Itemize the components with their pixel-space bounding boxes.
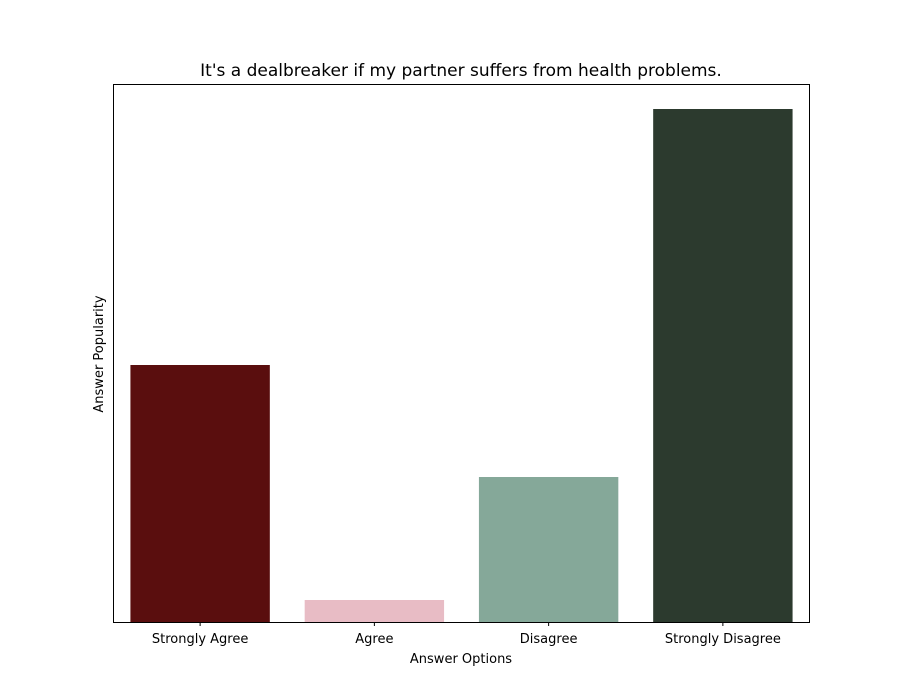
x-axis-label: Answer Options — [410, 652, 512, 667]
x-ticks-group: Strongly Agree Agree Disagree Strongly Disa… — [152, 622, 781, 647]
x-tick-label: Strongly Agree — [152, 632, 249, 647]
x-tick-label: Agree — [355, 632, 393, 647]
plot-frame — [113, 84, 810, 623]
bar-disagree — [478, 477, 619, 622]
bars-group — [130, 109, 793, 622]
x-tick-label: Strongly Disagree — [665, 632, 781, 647]
bar-strongly-agree — [130, 365, 270, 622]
x-tick-label: Disagree — [520, 632, 578, 647]
bar-strongly-disagree — [653, 109, 793, 622]
bar-agree — [304, 600, 445, 622]
y-axis-label: Answer Popularity — [92, 295, 107, 412]
chart-title: It's a dealbreaker if my partner suffers… — [200, 61, 722, 81]
